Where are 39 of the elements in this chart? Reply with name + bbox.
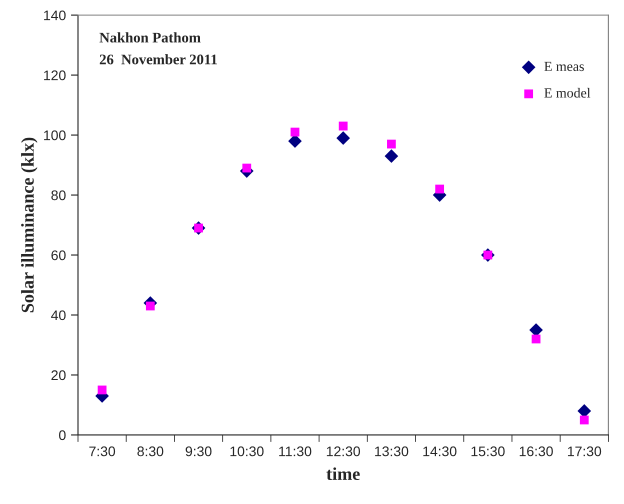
point: [338, 122, 348, 130]
x-tick-label: 13:30: [375, 446, 408, 456]
x-tick-label: 14:30: [423, 446, 456, 456]
y-tick-label: 80: [51, 190, 66, 200]
y-tick-label: 100: [44, 130, 66, 140]
x-tick-label: 12:30: [326, 446, 360, 456]
x-tick-label: 8:30: [137, 446, 164, 456]
point: [387, 140, 396, 148]
point: [384, 149, 398, 163]
point: [98, 386, 106, 394]
y-tick-label: 120: [44, 70, 66, 80]
point: [577, 404, 592, 418]
point: [290, 128, 300, 136]
legend-label: E meas: [544, 62, 584, 72]
y-tick-label: 20: [51, 370, 66, 380]
point: [435, 184, 444, 194]
y-axis-title: Solar illuminance (klx): [21, 138, 38, 312]
x-tick-label: 16:30: [520, 446, 553, 456]
x-tick-label: 17:30: [568, 446, 602, 456]
x-tick-label: 7:30: [89, 446, 116, 456]
point: [336, 131, 350, 145]
annotation: Nakhon Pathom: [99, 32, 201, 43]
annotation: 26 November 2011: [100, 54, 217, 64]
point: [242, 164, 252, 172]
x-tick-label: 15:30: [472, 446, 505, 456]
point: [288, 134, 302, 148]
point: [529, 323, 543, 337]
x-axis-title: time: [326, 467, 360, 480]
legend-label: E model: [544, 88, 590, 98]
y-tick-label: 140: [44, 10, 66, 20]
y-tick-label: 0: [59, 430, 66, 440]
point: [146, 302, 155, 310]
x-tick-label: 10:30: [230, 446, 264, 456]
y-tick-label: 40: [51, 310, 66, 320]
point: [580, 416, 589, 424]
x-tick-label: 11:30: [279, 446, 312, 456]
point: [532, 334, 540, 344]
y-tick-label: 60: [51, 250, 66, 260]
x-tick-label: 9:30: [186, 446, 212, 456]
